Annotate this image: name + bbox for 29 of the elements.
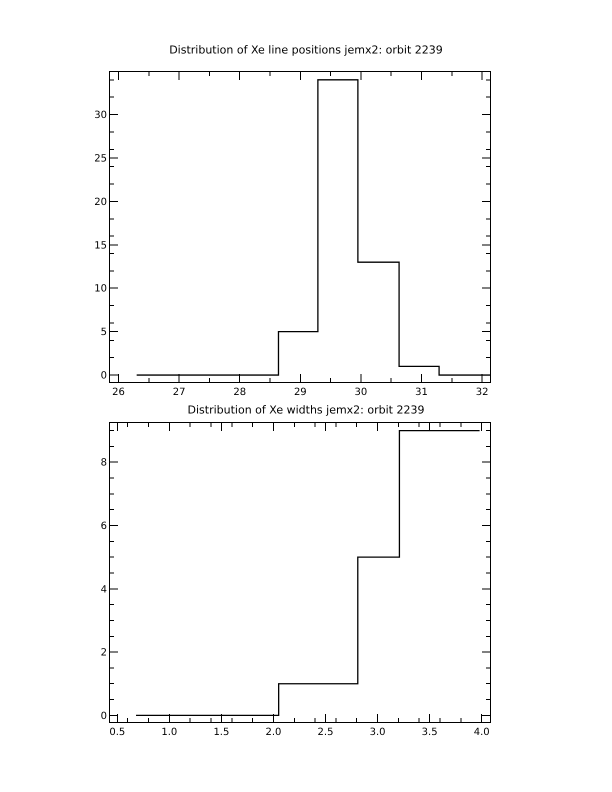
x-tick-label: 1.5 — [213, 727, 230, 738]
x-tick-label: 30 — [354, 387, 368, 398]
chart-title: Distribution of Xe line positions jemx2: orbit 2239 — [169, 44, 443, 57]
y-tick-label: 10 — [94, 284, 107, 295]
chart-title: Distribution of Xe widths jemx2: orbit 2239 — [188, 404, 424, 417]
x-tick-label: 0.5 — [109, 727, 126, 738]
x-tick-label: 28 — [233, 387, 246, 398]
y-tick-label: 6 — [100, 521, 107, 532]
x-tick-label: 3.5 — [422, 727, 438, 738]
x-tick-label: 26 — [112, 387, 125, 398]
y-tick-label: 5 — [100, 327, 107, 338]
y-tick-label: 8 — [100, 458, 107, 469]
x-tick-label: 1.0 — [161, 727, 178, 738]
x-tick-label: 31 — [415, 387, 428, 398]
y-tick-label: 0 — [100, 710, 107, 722]
x-tick-label: 4.0 — [474, 727, 490, 738]
x-tick-label: 3.0 — [370, 727, 386, 738]
y-tick-label: 4 — [100, 584, 107, 596]
y-tick-label: 25 — [94, 153, 107, 164]
y-tick-label: 30 — [94, 110, 107, 122]
x-tick-label: 32 — [476, 387, 488, 398]
y-tick-label: 20 — [94, 196, 107, 208]
y-tick-label: 2 — [100, 648, 107, 659]
x-tick-label: 2.0 — [265, 727, 282, 738]
y-tick-label: 0 — [100, 370, 107, 382]
x-tick-label: 29 — [294, 387, 307, 398]
x-tick-label: 27 — [172, 387, 186, 398]
y-tick-label: 15 — [94, 240, 107, 252]
x-tick-label: 2.5 — [318, 727, 334, 738]
